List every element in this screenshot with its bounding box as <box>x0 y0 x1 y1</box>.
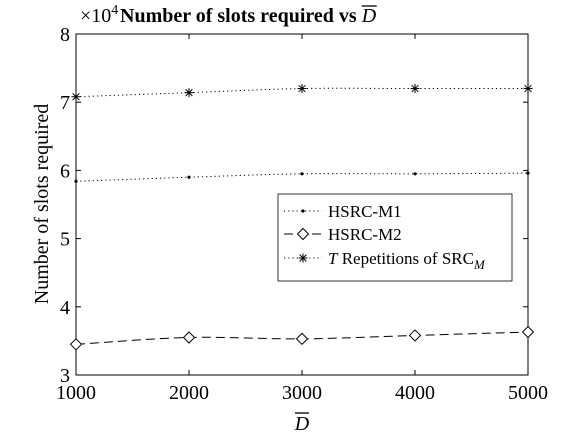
series-1-marker-2 <box>295 332 309 346</box>
legend: HSRC-M1 HSRC-M2 T Repetitions of SRCM <box>277 193 513 282</box>
series-0-marker-2 <box>300 172 304 176</box>
series-0-marker-4 <box>526 171 530 175</box>
series-0-marker-1 <box>187 175 191 179</box>
series-1-marker-4 <box>521 325 535 339</box>
x-tick-label: 1000 <box>56 382 96 404</box>
y-tick-label: 3 <box>60 365 70 387</box>
x-tick-label: 2000 <box>169 382 209 404</box>
series-1-marker-3 <box>408 329 422 342</box>
x-tick-label: 3000 <box>282 382 322 404</box>
x-tick-label: 4000 <box>395 382 435 404</box>
legend-marker-0 <box>301 209 305 213</box>
x-axis-label: D <box>294 413 310 435</box>
legend-label-1: HSRC-M2 <box>328 225 402 244</box>
title-symbol: D <box>361 5 377 27</box>
series-2-marker-2 <box>297 84 307 94</box>
series-2-marker-0 <box>71 92 81 102</box>
series-1-marker-0 <box>69 338 83 351</box>
legend-marker-1 <box>296 227 310 241</box>
series-0-marker-0 <box>74 179 78 183</box>
y-axis-label: Number of slots required <box>31 104 53 305</box>
legend-marker-2 <box>298 253 308 263</box>
series-2-marker-4 <box>523 84 533 94</box>
series-2-marker-3 <box>410 84 420 94</box>
y-exponent-label: ×104 <box>80 3 118 27</box>
legend-box <box>277 193 513 282</box>
y-tick-label: 7 <box>60 92 70 114</box>
legend-label-0: HSRC-M1 <box>328 202 402 221</box>
y-tick-label: 8 <box>60 24 70 46</box>
legend-label-2: T Repetitions of SRCM <box>328 249 486 272</box>
y-tick-label: 5 <box>60 229 70 251</box>
y-tick-label: 6 <box>60 160 70 182</box>
series-1-marker-1 <box>182 331 196 344</box>
series-2-marker-1 <box>184 88 194 98</box>
series-layer <box>69 84 535 351</box>
axis-ticks: 1000 2000 3000 4000 5000 3 4 5 6 7 8 <box>56 24 548 404</box>
chart-title: Number of slots required vs D <box>120 5 377 27</box>
series-0-marker-3 <box>413 172 417 176</box>
y-tick-label: 4 <box>60 297 70 319</box>
x-tick-label: 5000 <box>508 382 548 404</box>
